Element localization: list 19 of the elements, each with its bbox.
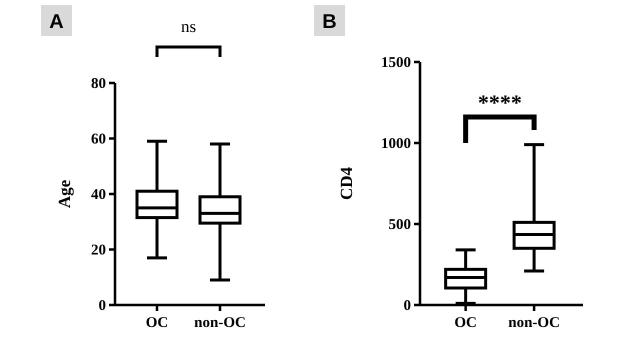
- y-tick-label: 0: [404, 298, 411, 314]
- x-tick-label: non-OC: [508, 315, 560, 331]
- y-tick-label: 40: [91, 187, 106, 203]
- text: ns: [180, 17, 196, 36]
- chart-title: B: [322, 11, 337, 33]
- x-tick-label: OC: [146, 315, 168, 331]
- y-tick-label: 1500: [381, 55, 411, 71]
- x-tick-label: non-OC: [194, 315, 246, 331]
- y-axis-title: Age: [55, 179, 74, 208]
- y-tick-label: 0: [98, 298, 106, 314]
- x-tick-label: OC: [454, 315, 477, 331]
- y-tick-label: 500: [388, 217, 411, 233]
- y-axis-title: CD4: [337, 166, 356, 200]
- chart-title: A: [49, 11, 64, 33]
- y-tick-label: 80: [91, 76, 106, 92]
- annotation: ****: [478, 90, 522, 115]
- y-tick-label: 1000: [381, 136, 411, 152]
- y-tick-label: 20: [91, 242, 106, 258]
- y-tick-label: 60: [91, 132, 106, 148]
